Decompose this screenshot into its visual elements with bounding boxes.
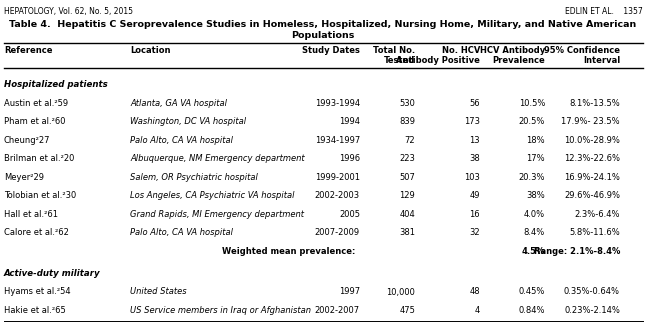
Text: Total No.: Total No. <box>373 46 415 55</box>
Text: Tolobian et al.²30: Tolobian et al.²30 <box>4 191 76 200</box>
Text: 10.0%-28.9%: 10.0%-28.9% <box>564 136 620 145</box>
Text: Location: Location <box>130 46 171 55</box>
Text: HCV Antibody: HCV Antibody <box>479 46 545 55</box>
Text: Hospitalized patients: Hospitalized patients <box>4 80 108 89</box>
Text: 2002-2007: 2002-2007 <box>315 306 360 315</box>
Text: Hall et al.²61: Hall et al.²61 <box>4 210 58 219</box>
Text: 2005: 2005 <box>339 210 360 219</box>
Text: Range: 2.1%-8.4%: Range: 2.1%-8.4% <box>534 247 620 255</box>
Text: Austin et al.²59: Austin et al.²59 <box>4 99 68 108</box>
Text: 381: 381 <box>399 228 415 237</box>
Text: 839: 839 <box>399 117 415 126</box>
Text: 0.35%-0.64%: 0.35%-0.64% <box>564 288 620 297</box>
Text: 17%: 17% <box>527 154 545 163</box>
Text: Study Dates: Study Dates <box>302 46 360 55</box>
Text: 1996: 1996 <box>339 154 360 163</box>
Text: Hyams et al.²54: Hyams et al.²54 <box>4 288 71 297</box>
Text: No. HCV: No. HCV <box>442 46 480 55</box>
Text: 2002-2003: 2002-2003 <box>315 191 360 200</box>
Text: EDLIN ET AL.    1357: EDLIN ET AL. 1357 <box>565 7 643 16</box>
Text: 56: 56 <box>469 99 480 108</box>
Text: Tested: Tested <box>384 56 415 65</box>
Text: 10.5%: 10.5% <box>519 99 545 108</box>
Text: Hakie et al.²65: Hakie et al.²65 <box>4 306 66 315</box>
Text: 38: 38 <box>469 154 480 163</box>
Text: 13: 13 <box>469 136 480 145</box>
Text: Palo Alto, CA VA hospital: Palo Alto, CA VA hospital <box>130 136 233 145</box>
Text: Weighted mean prevalence:: Weighted mean prevalence: <box>222 247 355 255</box>
Text: 38%: 38% <box>526 191 545 200</box>
Text: Interval: Interval <box>583 56 620 65</box>
Text: Los Angeles, CA Psychiatric VA hospital: Los Angeles, CA Psychiatric VA hospital <box>130 191 294 200</box>
Text: Pham et al.²60: Pham et al.²60 <box>4 117 65 126</box>
Text: 4.0%: 4.0% <box>524 210 545 219</box>
Text: 2007-2009: 2007-2009 <box>315 228 360 237</box>
Text: 1994: 1994 <box>339 117 360 126</box>
Text: 95% Confidence: 95% Confidence <box>544 46 620 55</box>
Text: 17.9%- 23.5%: 17.9%- 23.5% <box>562 117 620 126</box>
Text: 4.5%: 4.5% <box>521 247 545 255</box>
Text: 20.3%: 20.3% <box>518 173 545 182</box>
Text: Active-duty military: Active-duty military <box>4 269 101 278</box>
Text: Atlanta, GA VA hospital: Atlanta, GA VA hospital <box>130 99 227 108</box>
Text: 4: 4 <box>475 306 480 315</box>
Text: Populations: Populations <box>291 31 355 40</box>
Text: 29.6%-46.9%: 29.6%-46.9% <box>564 191 620 200</box>
Text: 12.3%-22.6%: 12.3%-22.6% <box>564 154 620 163</box>
Text: 72: 72 <box>404 136 415 145</box>
Text: Salem, OR Psychiatric hospital: Salem, OR Psychiatric hospital <box>130 173 258 182</box>
Text: 103: 103 <box>464 173 480 182</box>
Text: 49: 49 <box>470 191 480 200</box>
Text: HEPATOLOGY, Vol. 62, No. 5, 2015: HEPATOLOGY, Vol. 62, No. 5, 2015 <box>4 7 133 16</box>
Text: Prevalence: Prevalence <box>492 56 545 65</box>
Text: 16.9%-24.1%: 16.9%-24.1% <box>564 173 620 182</box>
Text: 32: 32 <box>469 228 480 237</box>
Text: 129: 129 <box>399 191 415 200</box>
Text: Meyer²29: Meyer²29 <box>4 173 44 182</box>
Text: 20.5%: 20.5% <box>519 117 545 126</box>
Text: US Service members in Iraq or Afghanistan: US Service members in Iraq or Afghanista… <box>130 306 311 315</box>
Text: 10,000: 10,000 <box>386 288 415 297</box>
Text: 1999-2001: 1999-2001 <box>315 173 360 182</box>
Text: 48: 48 <box>469 288 480 297</box>
Text: Brilman et al.²20: Brilman et al.²20 <box>4 154 74 163</box>
Text: Reference: Reference <box>4 46 52 55</box>
Text: 507: 507 <box>399 173 415 182</box>
Text: Albuquerque, NM Emergency department: Albuquerque, NM Emergency department <box>130 154 305 163</box>
Text: Antibody Positive: Antibody Positive <box>396 56 480 65</box>
Text: 1993-1994: 1993-1994 <box>315 99 360 108</box>
Text: 0.45%: 0.45% <box>519 288 545 297</box>
Text: Palo Alto, CA VA hospital: Palo Alto, CA VA hospital <box>130 228 233 237</box>
Text: 404: 404 <box>399 210 415 219</box>
Text: 5.8%-11.6%: 5.8%-11.6% <box>569 228 620 237</box>
Text: 18%: 18% <box>527 136 545 145</box>
Text: 223: 223 <box>399 154 415 163</box>
Text: Washington, DC VA hospital: Washington, DC VA hospital <box>130 117 246 126</box>
Text: Table 4.  Hepatitis C Seroprevalence Studies in Homeless, Hospitalized, Nursing : Table 4. Hepatitis C Seroprevalence Stud… <box>9 20 637 29</box>
Text: 530: 530 <box>399 99 415 108</box>
Text: 1997: 1997 <box>339 288 360 297</box>
Text: 1934-1997: 1934-1997 <box>314 136 360 145</box>
Text: 8.4%: 8.4% <box>524 228 545 237</box>
Text: Grand Rapids, MI Emergency department: Grand Rapids, MI Emergency department <box>130 210 304 219</box>
Text: 16: 16 <box>469 210 480 219</box>
Text: 173: 173 <box>464 117 480 126</box>
Text: Calore et al.²62: Calore et al.²62 <box>4 228 69 237</box>
Text: United States: United States <box>130 288 186 297</box>
Text: 8.1%-13.5%: 8.1%-13.5% <box>569 99 620 108</box>
Text: 0.23%-2.14%: 0.23%-2.14% <box>564 306 620 315</box>
Text: Cheung²27: Cheung²27 <box>4 136 50 145</box>
Text: 2.3%-6.4%: 2.3%-6.4% <box>575 210 620 219</box>
Text: 0.84%: 0.84% <box>518 306 545 315</box>
Text: 475: 475 <box>399 306 415 315</box>
